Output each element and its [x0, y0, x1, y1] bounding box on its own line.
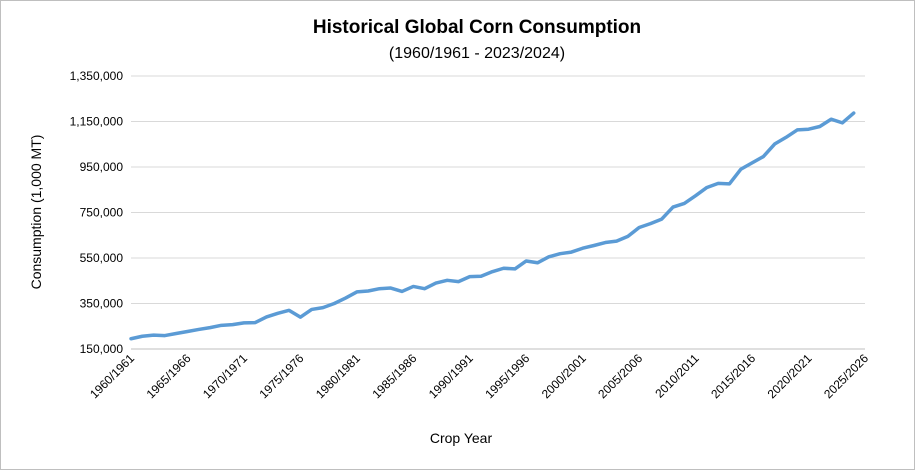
chart-subtitle: (1960/1961 - 2023/2024) [389, 45, 565, 62]
y-tick-label: 350,000 [80, 297, 124, 311]
x-tick-label: 1995/1996 [482, 351, 532, 401]
y-axis-ticks: 150,000 350,000 550,000 750,000 950,000 1,150… [70, 69, 124, 356]
x-tick-label: 2015/2016 [708, 351, 758, 401]
y-tick-label: 950,000 [80, 160, 124, 174]
x-tick-label: 1970/1971 [200, 351, 250, 401]
x-axis-title: Crop Year [430, 430, 493, 446]
x-tick-label: 1990/1991 [426, 351, 476, 401]
x-tick-label: 1985/1986 [369, 351, 419, 401]
chart-title: Historical Global Corn Consumption [313, 17, 641, 38]
y-tick-label: 750,000 [80, 206, 124, 220]
x-tick-label: 2005/2006 [595, 351, 645, 401]
x-axis-ticks: 1960/1961 1965/1966 1970/1971 1975/1976 1980… [87, 351, 871, 401]
x-tick-label: 1965/1966 [144, 351, 194, 401]
y-tick-label: 150,000 [80, 342, 124, 356]
x-tick-label: 2000/2001 [539, 351, 589, 401]
y-tick-label: 1,150,000 [70, 115, 124, 129]
y-tick-label: 1,350,000 [70, 69, 124, 83]
x-tick-label: 1980/1981 [313, 351, 363, 401]
x-tick-label: 1960/1961 [87, 351, 137, 401]
x-tick-label: 2020/2021 [765, 351, 815, 401]
x-tick-label: 1975/1976 [256, 351, 306, 401]
x-tick-label: 2010/2011 [652, 351, 702, 401]
y-tick-label: 550,000 [80, 251, 124, 265]
series-line [129, 111, 856, 341]
y-axis-title: Consumption (1,000 MT) [28, 135, 44, 290]
x-tick-label: 2025/2026 [821, 351, 871, 401]
series-group [129, 111, 856, 341]
gridlines [131, 75, 865, 350]
